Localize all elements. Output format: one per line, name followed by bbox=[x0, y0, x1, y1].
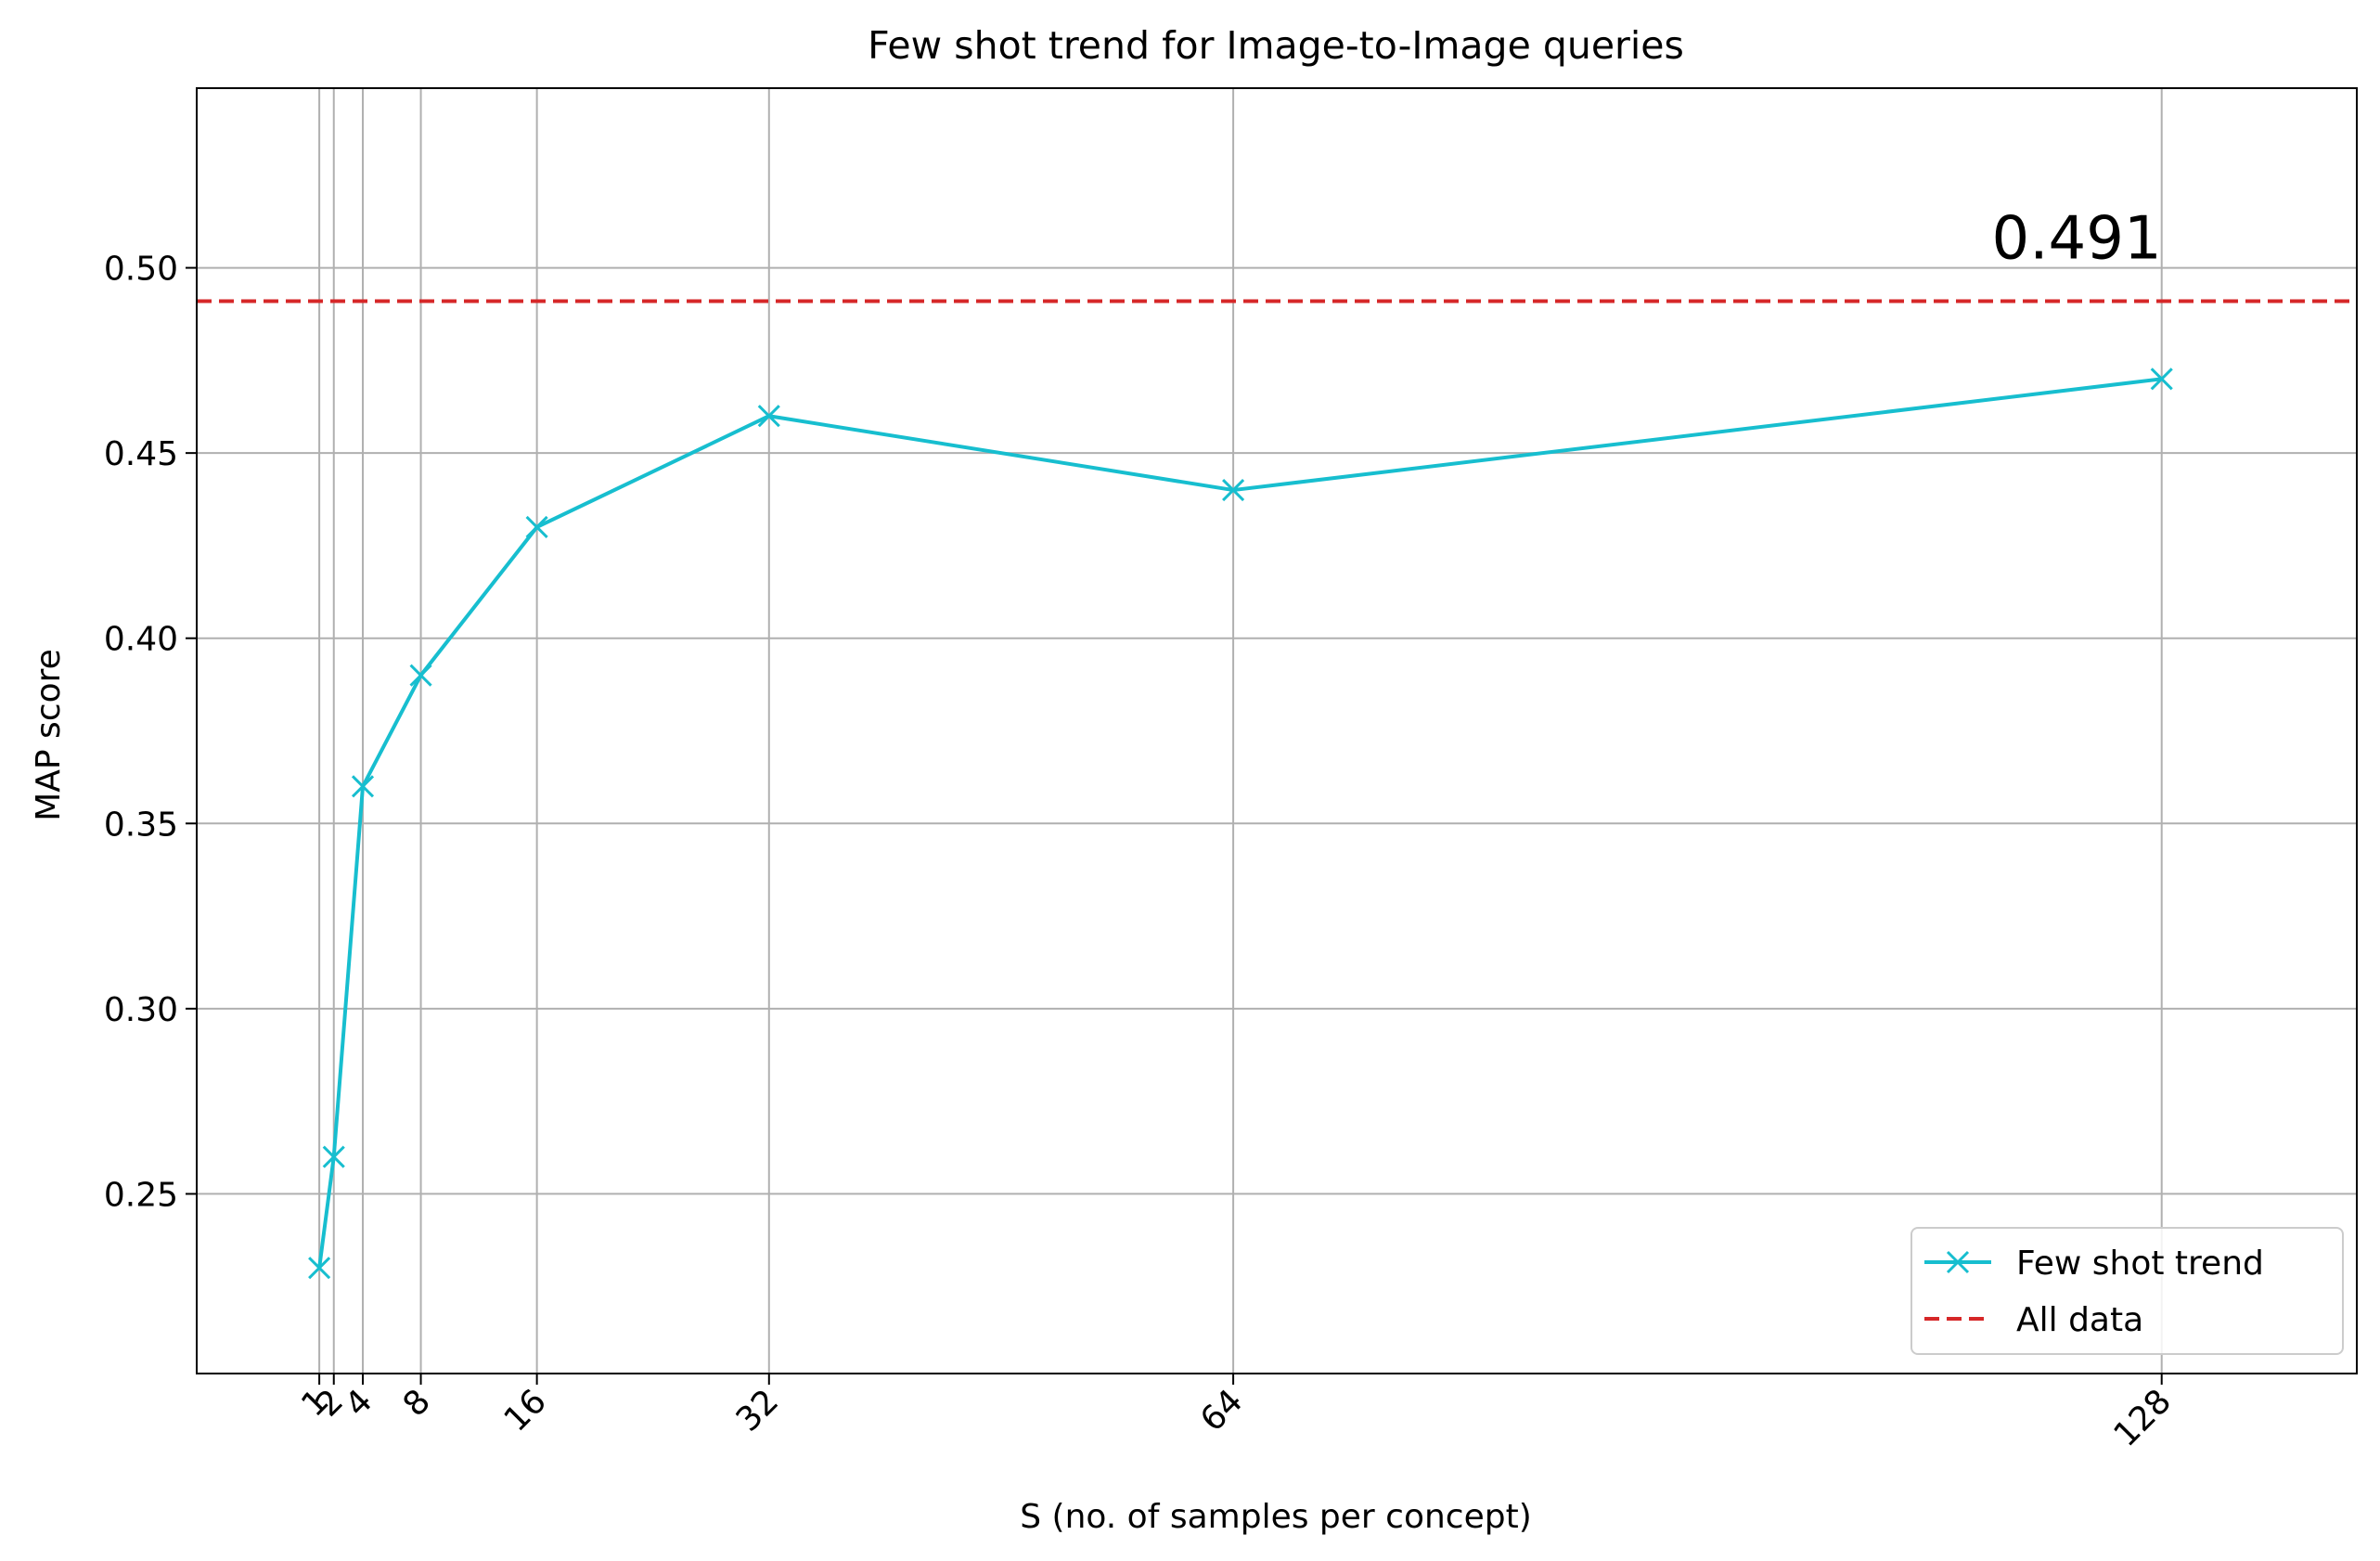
data-point-marker bbox=[525, 515, 548, 539]
y-axis-label: MAP score bbox=[30, 649, 68, 821]
data-point-marker bbox=[409, 664, 432, 687]
series-group bbox=[308, 368, 2173, 1280]
y-tick-label: 0.35 bbox=[104, 806, 178, 844]
legend-marker-few-shot bbox=[1946, 1250, 1970, 1274]
legend-label-few-shot: Few shot trend bbox=[2016, 1245, 2264, 1283]
y-tick-label: 0.50 bbox=[104, 251, 178, 289]
y-tick-label: 0.45 bbox=[104, 435, 178, 473]
data-point-marker bbox=[2150, 368, 2173, 391]
y-tick-label: 0.25 bbox=[104, 1176, 178, 1214]
x-axis-label: S (no. of samples per concept) bbox=[1020, 1498, 1532, 1536]
legend-frame bbox=[1910, 1227, 2344, 1355]
few-shot-trend-line bbox=[317, 377, 2162, 1269]
plot-area-frame bbox=[196, 87, 2358, 1374]
data-point-marker bbox=[322, 1145, 345, 1168]
data-point-marker bbox=[308, 1257, 331, 1280]
y-tick-label: 0.40 bbox=[104, 621, 178, 659]
y-tick-label: 0.30 bbox=[104, 991, 178, 1029]
data-point-marker bbox=[351, 775, 375, 798]
legend: Few shot trend All data bbox=[1910, 1227, 2344, 1355]
legend-label-all-data: All data bbox=[2016, 1301, 2143, 1339]
data-point-marker bbox=[757, 405, 780, 428]
reference-value-label: 0.491 bbox=[1991, 205, 2161, 274]
chart-title: Few shot trend for Image-to-Image querie… bbox=[868, 23, 1684, 68]
data-point-marker bbox=[1222, 479, 1245, 502]
